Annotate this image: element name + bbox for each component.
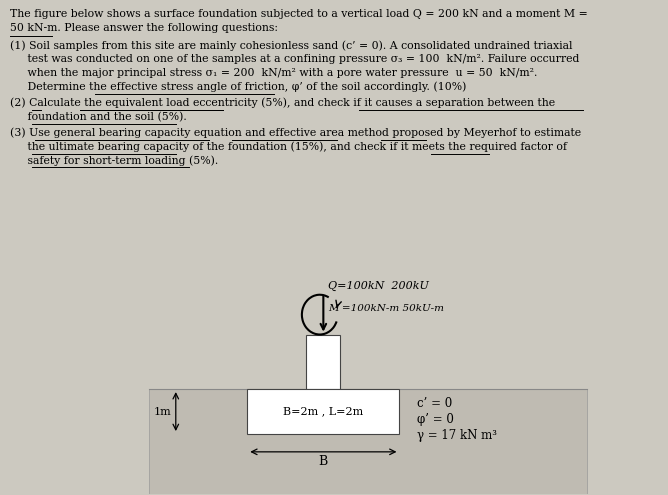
Text: c’ = 0: c’ = 0 <box>418 397 452 410</box>
Text: the ultimate bearing capacity of the foundation (15%), and check if it meets the: the ultimate bearing capacity of the fou… <box>10 142 567 152</box>
Bar <box>149 389 587 494</box>
Text: 50 kN-m. Please answer the following questions:: 50 kN-m. Please answer the following que… <box>10 23 279 33</box>
Text: The figure below shows a surface foundation subjected to a vertical load Q = 200: The figure below shows a surface foundat… <box>10 9 588 19</box>
Bar <box>247 389 399 434</box>
Text: γ = 17 kN m³: γ = 17 kN m³ <box>418 429 497 442</box>
Text: foundation and the soil (5%).: foundation and the soil (5%). <box>10 112 187 122</box>
Text: (2) Calculate the equivalent load eccentricity (5%), and check if it causes a se: (2) Calculate the equivalent load eccent… <box>10 98 556 108</box>
Text: B=2m , L=2m: B=2m , L=2m <box>283 406 363 417</box>
Text: Q=100kN  200kU: Q=100kN 200kU <box>328 281 429 291</box>
Text: B: B <box>319 455 328 468</box>
Text: (3) Use general bearing capacity equation and effective area method proposed by : (3) Use general bearing capacity equatio… <box>10 128 581 138</box>
Text: when the major principal stress σ₁ = 200  kN/m² with a pore water pressure  u = : when the major principal stress σ₁ = 200… <box>10 68 538 78</box>
Text: φ’ = 0: φ’ = 0 <box>418 413 454 426</box>
Bar <box>307 335 340 389</box>
Text: Determine the effective stress angle of friction, φ’ of the soil accordingly. (1: Determine the effective stress angle of … <box>10 82 467 93</box>
Text: 1m: 1m <box>154 406 171 417</box>
Text: (1) Soil samples from this site are mainly cohesionless sand (c’ = 0). A consoli: (1) Soil samples from this site are main… <box>10 40 573 50</box>
Text: M =100kN-m 50kU-m: M =100kN-m 50kU-m <box>328 303 444 313</box>
Text: test was conducted on one of the samples at a confining pressure σ₃ = 100  kN/m²: test was conducted on one of the samples… <box>10 54 580 64</box>
Text: safety for short-term loading (5%).: safety for short-term loading (5%). <box>10 155 218 166</box>
